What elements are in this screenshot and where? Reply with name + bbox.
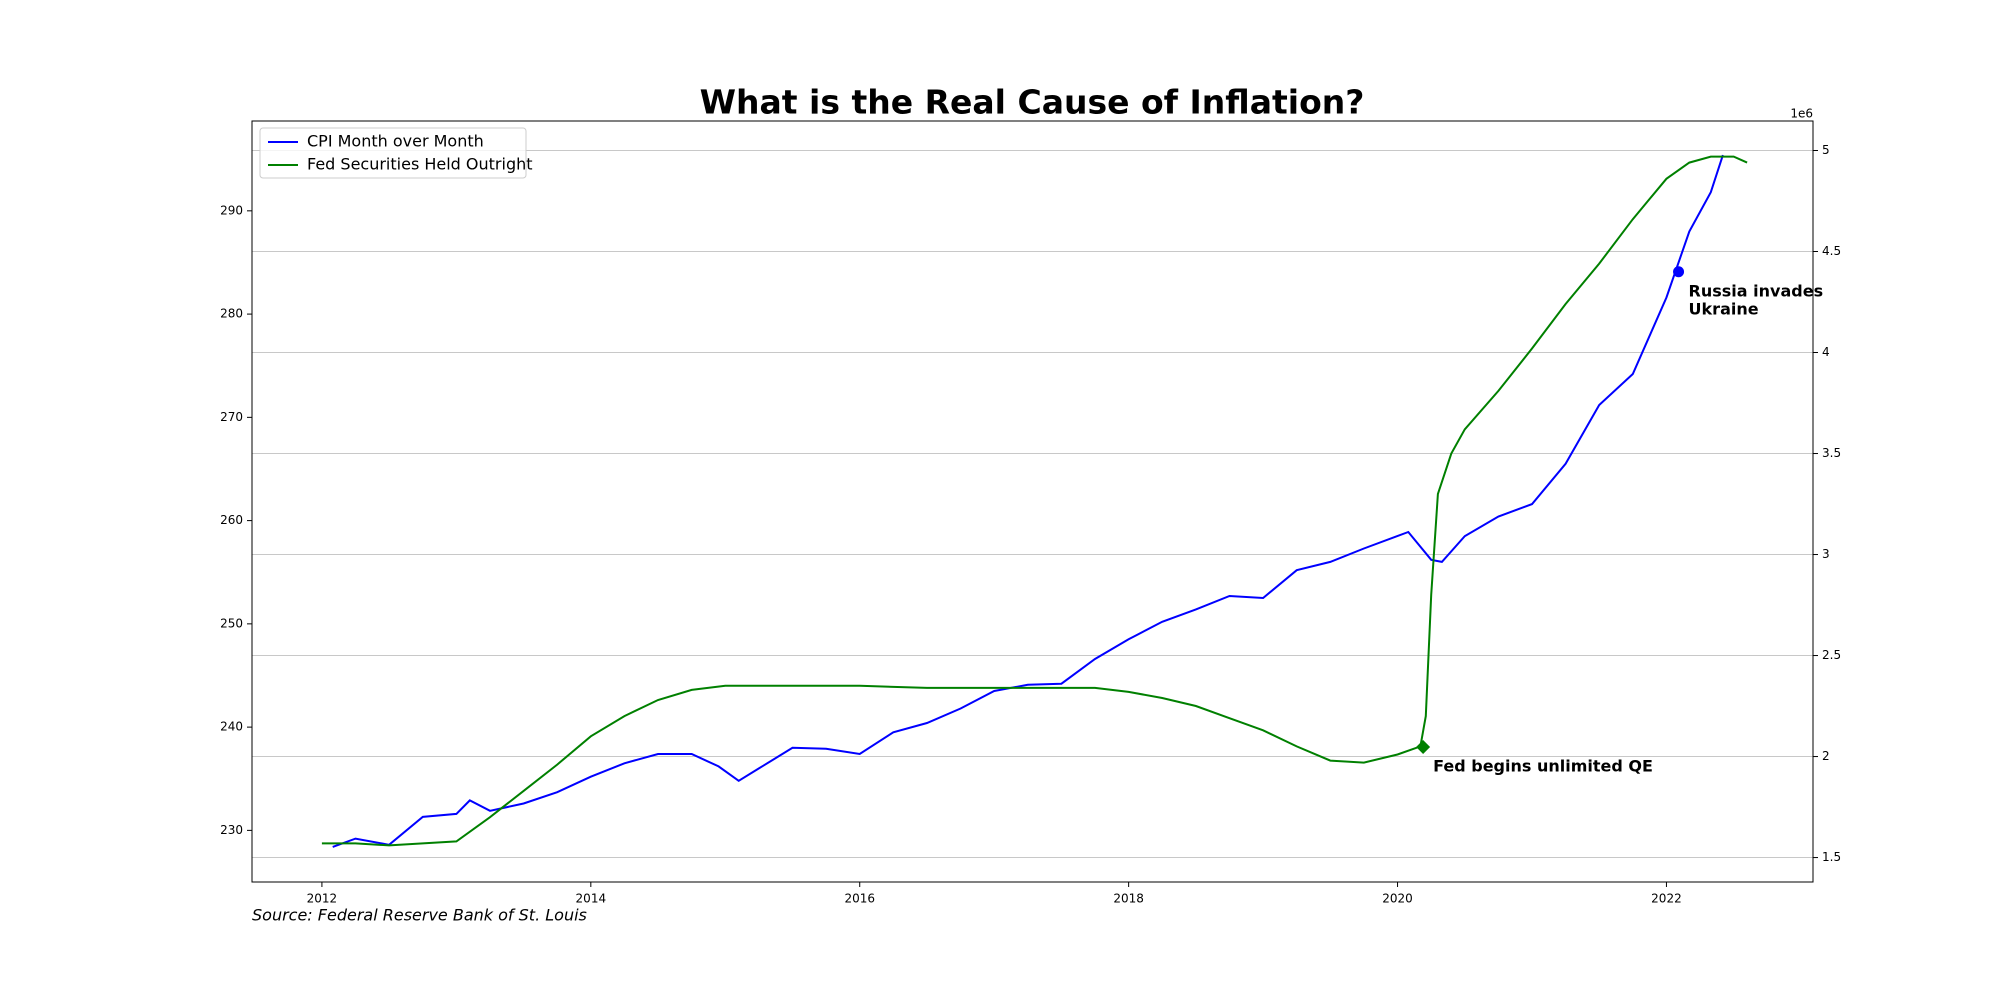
x-tick-label: 2016 [844,892,875,906]
y-tick-label: 250 [220,616,243,630]
source-note: Source: Federal Reserve Bank of St. Loui… [252,906,587,925]
y2-tick-label: 5 [1822,143,1830,157]
annotation-marker [1416,740,1431,755]
legend-label: CPI Month over Month [307,132,484,151]
y-tick-label: 270 [220,410,243,424]
x-tick-label: 2012 [307,892,338,906]
y2-tick-label: 2.5 [1822,648,1841,662]
y2-tick-label: 4.5 [1822,244,1841,258]
y2-offset-label: 1e6 [1790,107,1813,121]
legend-box [259,127,527,179]
annotation-text: Ukraine [1689,299,1759,318]
annotation-marker [1673,266,1685,278]
y2-tick-label: 2 [1822,749,1830,763]
plot-frame [251,120,1814,883]
x-tick-label: 2018 [1113,892,1144,906]
x-tick-label: 2014 [576,892,607,906]
y-tick-label: 260 [220,513,243,527]
y-tick-label: 280 [220,307,243,321]
y2-tick-label: 3.5 [1822,446,1841,460]
annotation-text: Fed begins unlimited QE [1433,757,1653,776]
y2-tick-label: 3 [1822,547,1830,561]
chart-title: What is the Real Cause of Inflation? [700,83,1365,122]
series-line [332,154,1724,848]
y-tick-label: 230 [220,823,243,837]
y2-tick-label: 4 [1822,345,1830,359]
annotation-text: Russia invades [1689,281,1824,300]
x-tick-label: 2022 [1651,892,1682,906]
y2-tick-label: 1.5 [1822,850,1841,864]
x-tick-label: 2020 [1382,892,1413,906]
series-line [321,155,1748,847]
y-tick-label: 240 [220,720,243,734]
y-tick-label: 290 [220,203,243,217]
legend-label: Fed Securities Held Outright [307,155,533,174]
